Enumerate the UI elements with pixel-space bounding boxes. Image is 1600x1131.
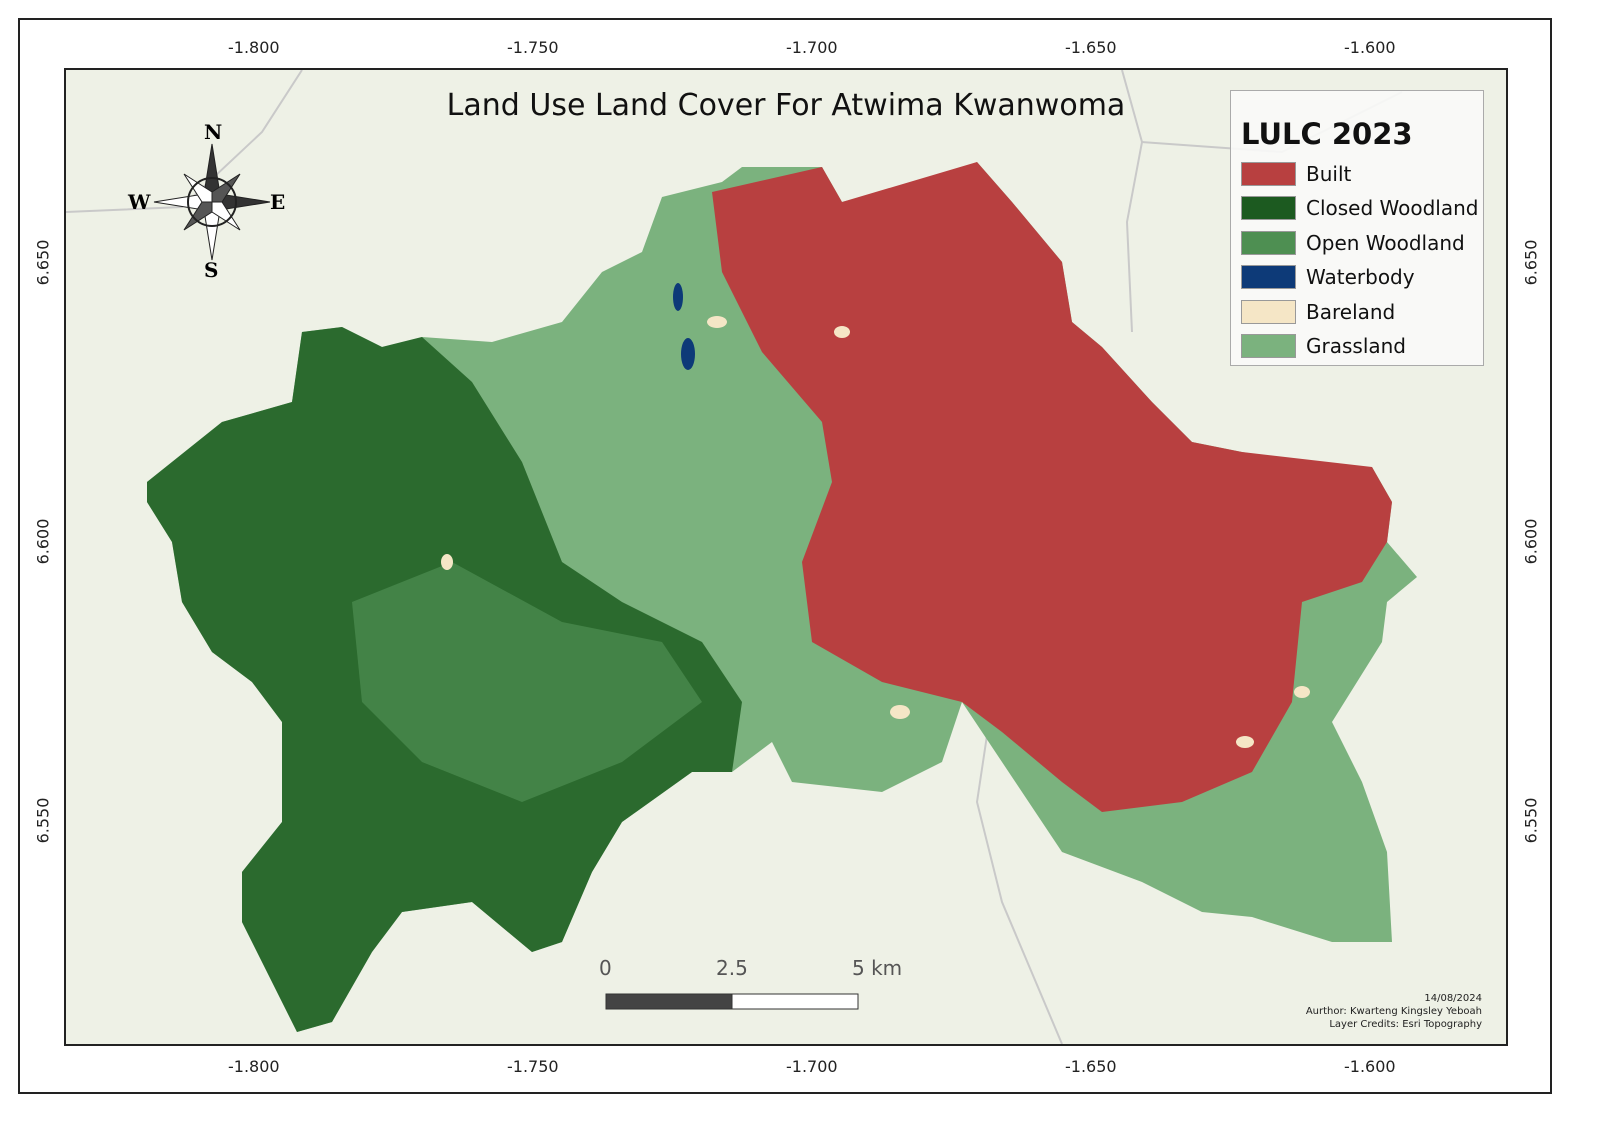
legend-swatch: [1241, 334, 1296, 358]
compass-e: E: [270, 190, 286, 214]
legend-swatch: [1241, 231, 1296, 255]
legend-swatch: [1241, 300, 1296, 324]
lon-tick-bottom: -1.600: [1344, 1057, 1396, 1076]
scale-label-5km: 5 km: [852, 956, 903, 980]
legend-swatch: [1241, 162, 1296, 186]
scale-label-2-5: 2.5: [716, 956, 748, 980]
lon-tick-top: -1.650: [1065, 38, 1117, 57]
legend-item-closed-woodland: Closed Woodland: [1241, 195, 1479, 221]
credits: 14/08/2024 Aurthor: Kwarteng Kingsley Ye…: [1306, 992, 1482, 1031]
lat-tick-left: 6.650: [33, 239, 53, 286]
compass-s: S: [204, 258, 219, 282]
map-canvas: [66, 70, 1417, 1044]
compass-n: N: [204, 120, 223, 144]
scale-bar-segment-1: [605, 993, 733, 1010]
lat-tick-left: 6.550: [33, 797, 53, 844]
legend-swatch: [1241, 265, 1296, 289]
credits-date: 14/08/2024: [1424, 993, 1482, 1004]
legend-item-open-woodland: Open Woodland: [1241, 230, 1465, 256]
legend-swatch: [1241, 196, 1296, 220]
lat-tick-right: 6.650: [1521, 239, 1541, 286]
lat-tick-right: 6.550: [1521, 797, 1541, 844]
built-area: [712, 162, 1392, 812]
lon-tick-top: -1.600: [1344, 38, 1396, 57]
legend-label: Open Woodland: [1306, 231, 1465, 255]
bareland-patches: [441, 316, 1310, 748]
legend-title: LULC 2023: [1241, 117, 1413, 151]
legend-label: Closed Woodland: [1306, 196, 1479, 220]
waterbody-features: [673, 283, 695, 370]
map-title: Land Use Land Cover For Atwima Kwanwoma: [446, 88, 1126, 123]
map-frame: N S E W Land Use Land Cover For Atwima K…: [64, 68, 1508, 1046]
north-arrow: [153, 143, 271, 261]
lat-tick-right: 6.600: [1521, 518, 1541, 565]
scale-label-0: 0: [599, 956, 612, 980]
credits-author: Aurthor: Kwarteng Kingsley Yeboah: [1305, 1006, 1482, 1017]
lon-tick-bottom: -1.750: [507, 1057, 559, 1076]
compass-w: W: [128, 190, 151, 214]
outer-frame: [18, 18, 1552, 1094]
legend-item-waterbody: Waterbody: [1241, 264, 1415, 290]
lon-tick-top: -1.750: [507, 38, 559, 57]
lon-tick-bottom: -1.650: [1065, 1057, 1117, 1076]
lon-tick-bottom: -1.800: [228, 1057, 280, 1076]
credits-layer: Layer Credits: Esri Topography: [1329, 1019, 1482, 1030]
legend-label: Waterbody: [1306, 265, 1415, 289]
legend-item-grassland: Grassland: [1241, 333, 1406, 359]
lon-tick-top: -1.800: [228, 38, 280, 57]
legend-label: Built: [1306, 162, 1352, 186]
legend: LULC 2023 Built Closed Woodland Open Woo…: [1230, 90, 1484, 366]
scale-bar-segment-2: [731, 993, 859, 1010]
lat-tick-left: 6.600: [33, 518, 53, 565]
legend-label: Bareland: [1306, 300, 1396, 324]
legend-label: Grassland: [1306, 334, 1406, 358]
open-woodland-area: [352, 562, 702, 802]
lon-tick-top: -1.700: [786, 38, 838, 57]
legend-item-bareland: Bareland: [1241, 299, 1395, 325]
legend-item-built: Built: [1241, 161, 1351, 187]
lon-tick-bottom: -1.700: [786, 1057, 838, 1076]
